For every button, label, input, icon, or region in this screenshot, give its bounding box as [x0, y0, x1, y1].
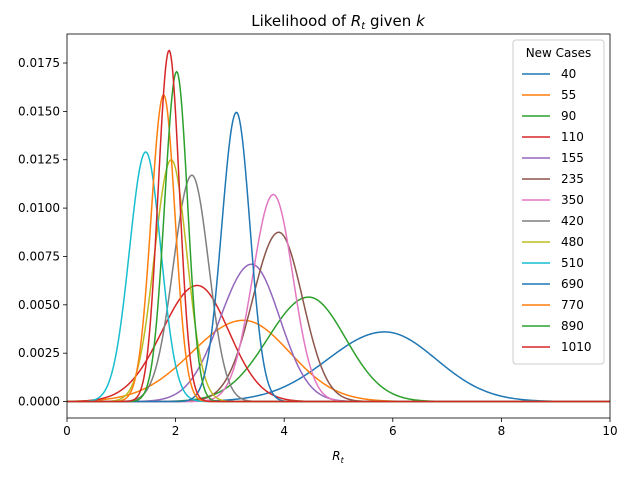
x-tick-label: 8 [498, 424, 506, 438]
legend-title: New Cases [526, 46, 592, 60]
x-axis-label: Rt [332, 449, 344, 465]
x-tick-label: 10 [602, 424, 617, 438]
x-tick-label: 0 [63, 424, 71, 438]
x-tick-label: 2 [172, 424, 180, 438]
legend-label-90: 90 [561, 109, 576, 123]
series-line-1010 [67, 49, 610, 403]
y-tick-label: 0.0100 [18, 201, 60, 215]
y-tick-label: 0.0025 [18, 346, 60, 360]
legend: New Cases 40 55 90 110 155 235 350 420 480 510 690 7… [512, 39, 605, 365]
y-tick-label: 0.0075 [18, 249, 60, 263]
legend-label-420: 420 [561, 214, 584, 228]
legend-label-40: 40 [561, 67, 576, 81]
y-tick-label: 0.0050 [18, 298, 60, 312]
x-tick-label: 6 [389, 424, 397, 438]
axes-frame [66, 33, 611, 419]
legend-label-770: 770 [561, 298, 584, 312]
legend-label-890: 890 [561, 319, 584, 333]
legend-label-110: 110 [561, 130, 584, 144]
legend-label-350: 350 [561, 193, 584, 207]
chart-title: Likelihood of Rt given k [251, 12, 426, 32]
legend-label-510: 510 [561, 256, 584, 270]
y-tick-label: 0.0175 [18, 56, 60, 70]
y-tick-label: 0.0000 [18, 395, 60, 409]
legend-label-235: 235 [561, 172, 584, 186]
series-lines [66, 49, 610, 403]
legend-label-55: 55 [561, 88, 576, 102]
legend-label-1010: 1010 [561, 340, 592, 354]
y-tick-label: 0.0125 [18, 153, 60, 167]
legend-label-480: 480 [561, 235, 584, 249]
legend-label-690: 690 [561, 277, 584, 291]
axes: 0 2 4 6 8 10 0.0000 0.0025 0.0050 0.0075 0.0100 0.0… [18, 33, 618, 438]
legend-label-155: 155 [561, 151, 584, 165]
legend-box [512, 39, 605, 365]
x-tick-label: 4 [280, 424, 288, 438]
y-tick-label: 0.0150 [18, 104, 60, 118]
